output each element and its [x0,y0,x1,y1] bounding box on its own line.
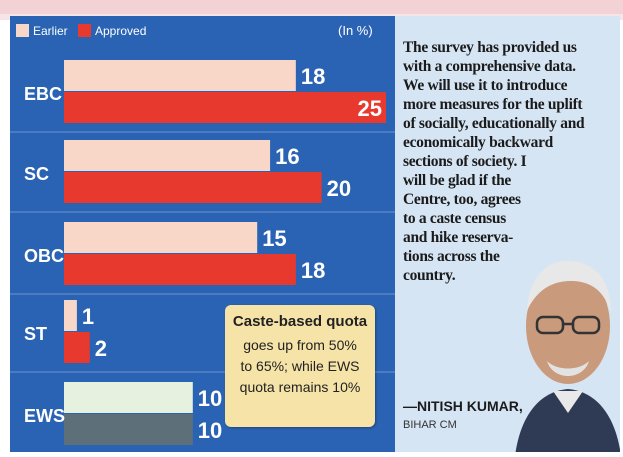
bar [64,382,193,413]
data-label: 2 [95,336,107,361]
chart-panel: Earlier Approved (In %) 18 25 EBC 16 20 SC 15 18 OB… [10,16,395,452]
quote-line: will be glad if the [403,172,511,189]
category-label: OBC [24,246,64,266]
bar-chart: Earlier Approved (In %) 18 25 EBC 16 20 SC 15 18 OB… [10,23,395,445]
category-label: EWS [24,406,65,426]
bar [64,92,386,123]
data-label: 18 [301,258,325,283]
quote-line: to a caste census [403,210,506,227]
data-label: 10 [198,386,222,411]
legend-swatch [16,24,29,37]
data-label: 18 [301,64,325,89]
quota-callout-box: Caste-based quota goes up from 50% to 65… [225,305,375,427]
callout-line: quota remains 10% [239,379,361,395]
callout-title: Caste-based quota [232,313,368,330]
quote-line: We will use it to introduce [403,77,568,94]
quote-line: The survey has provided us [403,39,577,56]
category-label: ST [24,324,47,344]
quote-line: tions across the [403,248,500,265]
bar [64,254,296,285]
bar [64,60,296,91]
bar [64,300,77,331]
legend-label: Earlier [33,24,68,38]
quote-line: with a comprehensive data. [403,58,576,75]
bar [64,222,258,253]
callout-line: to 65%; while EWS [240,358,360,374]
bar [64,140,271,171]
quote-line: economically backward [403,134,553,151]
person-portrait-icon [515,260,620,452]
quote-text: The survey has provided us with a compre… [403,38,613,285]
data-label: 15 [262,226,286,251]
legend-label: Approved [95,24,146,38]
quote-line: and hike reserva- [403,229,513,246]
data-label: 1 [82,304,94,329]
quote-role: BIHAR CM [403,419,457,431]
unit-label: (In %) [338,23,373,38]
data-label: 20 [327,176,351,201]
quote-panel: The survey has provided us with a compre… [395,16,620,452]
callout-body: goes up from 50% to 65%; while EWS quota… [231,335,369,398]
callout-line: goes up from 50% [243,337,357,353]
category-label: EBC [24,84,62,104]
data-label: 10 [198,418,222,443]
legend-swatch [78,24,91,37]
bar [64,414,193,445]
quote-line: more measures for the uplift [403,96,583,113]
data-label: 16 [275,144,299,169]
category-label: SC [24,164,49,184]
quote-line: of socially, educationally and [403,115,585,132]
bar [64,172,322,203]
data-label: 25 [358,96,382,121]
quote-line: country. [403,267,456,284]
quote-line: Centre, too, agrees [403,191,521,208]
quote-line: sections of society. I [403,153,527,170]
bar [64,332,90,363]
quote-author: —NITISH KUMAR, [403,398,523,414]
